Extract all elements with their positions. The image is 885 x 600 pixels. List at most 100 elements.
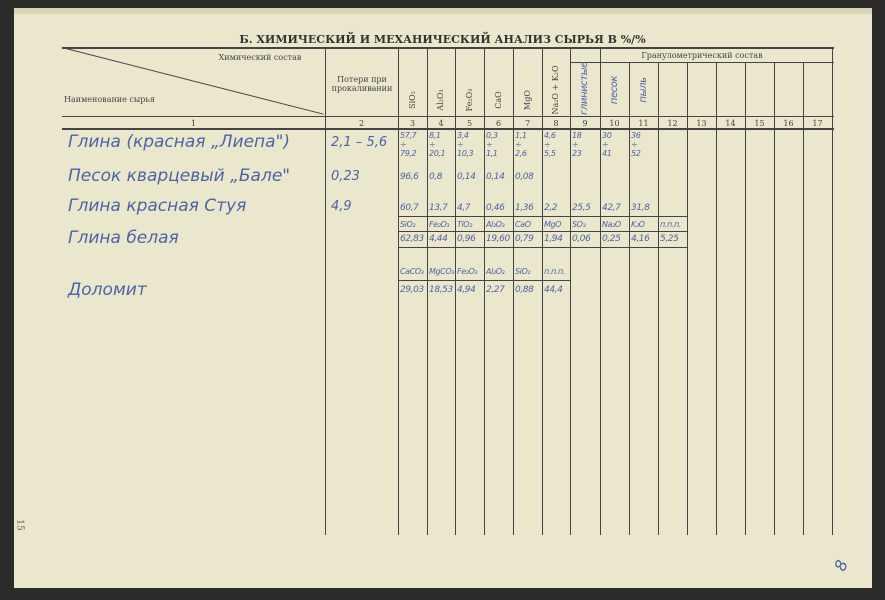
component-label: п.п.п. xyxy=(660,220,681,229)
column-divider xyxy=(455,47,456,535)
table-top-border xyxy=(62,47,834,49)
granulo-header: песок xyxy=(608,75,620,105)
material-name: Доломит xyxy=(68,280,147,300)
column-number: 1 xyxy=(190,119,197,128)
value-cell: 29,03 xyxy=(400,285,424,295)
value-cell: 5,25 xyxy=(660,234,679,244)
value-cell: 1,36 xyxy=(515,203,534,213)
oxide-header: Na₂O + K₂O xyxy=(551,65,560,115)
column-number: 9 xyxy=(582,119,588,128)
column-divider xyxy=(716,62,717,535)
component-label: Al₂O₃ xyxy=(486,220,505,229)
value-cell: 96,6 xyxy=(400,172,419,182)
value-cell: 44,4 xyxy=(544,285,563,295)
column-divider xyxy=(325,47,326,535)
value-cell: 0,14 xyxy=(486,172,505,182)
value-cell: 2,2 xyxy=(544,203,558,213)
value-cell: 0,96 xyxy=(457,234,476,244)
value-cell: 0,3 ÷ 1,1 xyxy=(486,131,498,158)
oxide-header: CaO xyxy=(493,91,503,109)
loss-value: 2,1 – 5,6 xyxy=(331,135,388,150)
value-cell: 1,1 ÷ 2,6 xyxy=(515,131,527,158)
column-divider xyxy=(803,62,804,535)
loss-value: 0,23 xyxy=(331,169,360,184)
column-number: 16 xyxy=(783,119,794,128)
column-number: 6 xyxy=(495,119,502,128)
column-divider xyxy=(427,47,428,535)
loss-label: Потери при прокаливании xyxy=(331,75,393,93)
oxide-header: Fe₂O₃ xyxy=(464,88,474,112)
loss-value: 4,9 xyxy=(331,199,352,214)
column-divider xyxy=(774,62,775,535)
column-number: 8 xyxy=(553,119,559,128)
oxide-header: SiO₂ xyxy=(407,91,417,109)
column-number: 15 xyxy=(754,119,765,128)
material-name: Глина (красная „Лиепа") xyxy=(68,132,291,152)
column-number: 10 xyxy=(609,119,620,128)
page-number: 15 xyxy=(14,519,25,531)
column-number: 17 xyxy=(812,119,823,128)
value-cell: 25,5 xyxy=(572,203,591,213)
value-cell: 3,4 ÷ 10,3 xyxy=(457,131,474,158)
value-cell: 42,7 xyxy=(602,203,621,213)
value-cell: 0,88 xyxy=(515,285,534,295)
column-divider xyxy=(542,47,543,535)
value-cell: 0,06 xyxy=(572,234,591,244)
granulo-header: глинистые xyxy=(579,62,590,115)
value-cell: 4,6 ÷ 5,5 xyxy=(544,131,556,158)
value-cell: 31,8 xyxy=(631,203,650,213)
value-cell: 4,7 xyxy=(457,203,471,213)
component-label: Fe₂O₃ xyxy=(457,267,478,276)
value-cell: 30 ÷ 41 xyxy=(602,131,612,158)
column-divider xyxy=(658,62,659,535)
value-cell: 8,1 ÷ 20,1 xyxy=(429,131,446,158)
column-number: 3 xyxy=(409,119,416,128)
column-number: 14 xyxy=(725,119,736,128)
value-cell: 0,46 xyxy=(486,203,505,213)
column-divider xyxy=(600,47,601,535)
component-label: SiO₂ xyxy=(400,220,416,229)
component-label: Fe₂O₃ xyxy=(429,220,450,229)
name-label: Наименование сырья xyxy=(64,95,155,104)
component-label: K₂O xyxy=(631,220,645,229)
component-label: CaCO₃ xyxy=(400,267,424,276)
value-cell: 60,7 xyxy=(400,203,419,213)
component-label: MgO xyxy=(544,220,562,229)
column-number: 13 xyxy=(696,119,707,128)
value-cell: 4,44 xyxy=(429,234,448,244)
value-cell: 0,08 xyxy=(515,172,534,182)
column-number: 12 xyxy=(667,119,678,128)
component-label: п.п.п. xyxy=(544,267,565,276)
value-cell: 1,94 xyxy=(544,234,563,244)
numbers-divider xyxy=(62,128,834,130)
component-label: SiO₂ xyxy=(515,267,531,276)
column-divider xyxy=(570,47,571,535)
value-cell: 18 ÷ 23 xyxy=(572,131,582,158)
value-cell: 0,8 xyxy=(429,172,443,182)
material-name: Глина красная Стуя xyxy=(68,196,247,216)
material-name: Глина белая xyxy=(68,228,179,248)
oxide-header: Al₂O₃ xyxy=(436,89,445,111)
component-label: Na₂O xyxy=(602,220,621,229)
column-divider xyxy=(484,47,485,535)
header-divider xyxy=(62,116,834,117)
oxide-header: MgO xyxy=(522,90,532,110)
value-cell: 0,14 xyxy=(457,172,476,182)
value-cell: 2,27 xyxy=(486,285,505,295)
column-divider xyxy=(513,47,514,535)
component-label: MgCO₃ xyxy=(429,267,455,276)
value-cell: 0,25 xyxy=(602,234,621,244)
column-divider xyxy=(745,62,746,535)
value-cell: 0,79 xyxy=(515,234,534,244)
component-label: Al₂O₃ xyxy=(486,267,505,276)
granulo-header: пыль xyxy=(637,77,649,103)
document-page xyxy=(14,8,872,588)
column-divider xyxy=(832,47,833,535)
component-label: TiO₂ xyxy=(457,220,473,229)
column-divider xyxy=(687,62,688,535)
value-cell: 18,53 xyxy=(429,285,453,295)
column-number: 5 xyxy=(466,119,473,128)
value-cell: 19,60 xyxy=(486,234,510,244)
column-number: 11 xyxy=(638,119,649,128)
value-cell: 57,7 ÷ 79,2 xyxy=(400,131,417,158)
